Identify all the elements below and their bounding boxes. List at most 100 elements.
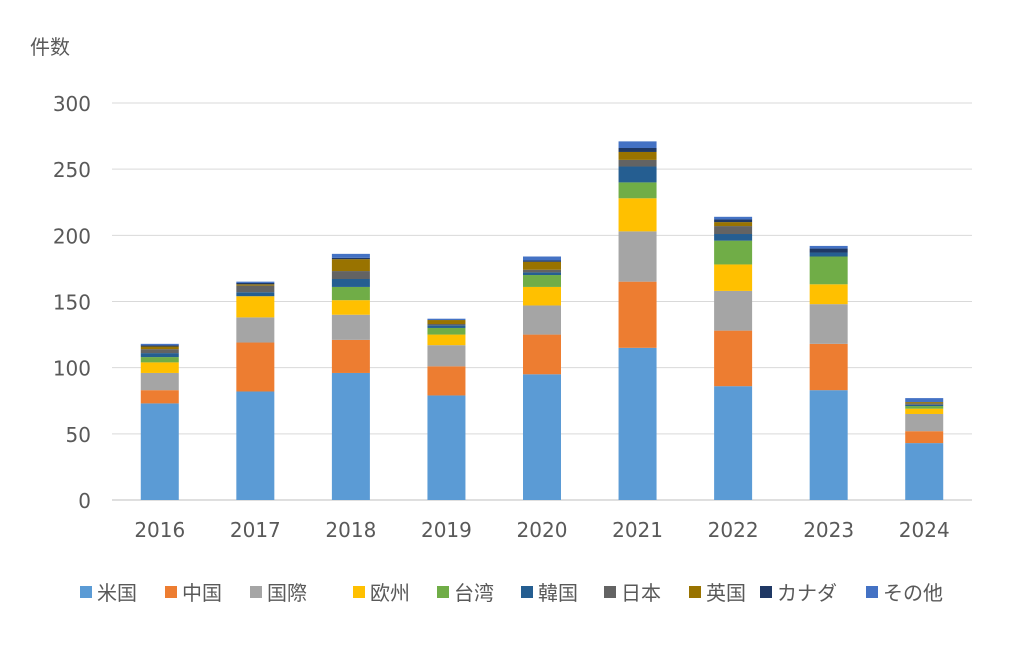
bar-segment bbox=[905, 398, 944, 403]
x-tick-label: 2020 bbox=[517, 518, 568, 542]
bar-segment bbox=[236, 317, 275, 343]
legend-label: その他 bbox=[883, 581, 943, 605]
bar-segment bbox=[140, 372, 179, 391]
y-tick-label: 300 bbox=[53, 92, 91, 116]
legend-swatch bbox=[80, 586, 92, 598]
y-axis-label: 件数 bbox=[30, 35, 70, 59]
bar-segment bbox=[714, 290, 753, 331]
bar-segment bbox=[427, 366, 466, 396]
bar-segment bbox=[809, 245, 848, 249]
bar-segment bbox=[331, 253, 370, 258]
legend-label: 韓国 bbox=[538, 581, 578, 605]
bar-segment bbox=[236, 391, 275, 500]
bar-segment bbox=[140, 403, 179, 500]
bar-segment bbox=[523, 261, 561, 270]
x-tick-label: 2019 bbox=[421, 518, 472, 542]
bar-segment bbox=[140, 353, 179, 358]
legend-label: 米国 bbox=[97, 581, 137, 605]
bar-segment bbox=[331, 259, 370, 272]
bar-segment bbox=[905, 404, 944, 407]
bar-segment bbox=[140, 345, 179, 347]
bar-segment bbox=[714, 226, 753, 235]
bar-segment bbox=[618, 159, 657, 167]
bar-segment bbox=[714, 264, 753, 291]
bar-segment bbox=[618, 281, 657, 348]
bar-segment bbox=[331, 271, 370, 280]
bar-segment bbox=[905, 413, 944, 432]
legend-swatch bbox=[760, 586, 772, 598]
legend-swatch bbox=[165, 586, 177, 598]
bar-segment bbox=[236, 285, 275, 293]
x-tick-label: 2017 bbox=[230, 518, 281, 542]
bar-segment bbox=[809, 256, 848, 285]
bar-segment bbox=[236, 342, 275, 392]
bar-segment bbox=[427, 325, 466, 328]
bar-segment bbox=[905, 403, 944, 405]
bar-segment bbox=[523, 272, 561, 276]
bar-segment bbox=[523, 275, 561, 287]
x-tick-label: 2021 bbox=[612, 518, 663, 542]
bar-segment bbox=[618, 141, 657, 148]
legend-label: 台湾 bbox=[454, 581, 494, 605]
legend-label: 国際 bbox=[267, 581, 307, 605]
bar-segment bbox=[331, 257, 370, 260]
bar-segment bbox=[140, 357, 179, 363]
bar-segment bbox=[427, 318, 466, 321]
x-tick-label: 2024 bbox=[899, 518, 950, 542]
bar-segment bbox=[140, 346, 179, 350]
bar-segment bbox=[427, 320, 466, 324]
bar-segment bbox=[905, 406, 944, 409]
legend-swatch bbox=[521, 586, 533, 598]
legend-swatch bbox=[437, 586, 449, 598]
legend-label: 日本 bbox=[621, 581, 661, 605]
bar-segment bbox=[331, 279, 370, 287]
x-tick-label: 2023 bbox=[803, 518, 854, 542]
legend-label: 中国 bbox=[182, 581, 222, 605]
legend-label: カナダ bbox=[777, 581, 837, 605]
bar-segment bbox=[427, 395, 466, 500]
y-tick-label: 200 bbox=[53, 224, 91, 248]
y-tick-label: 250 bbox=[53, 158, 91, 182]
x-tick-label: 2022 bbox=[708, 518, 759, 542]
bar-segment bbox=[331, 286, 370, 301]
bar-segment bbox=[618, 198, 657, 232]
bar-segment bbox=[236, 284, 275, 286]
bar-segment bbox=[523, 260, 561, 262]
bar-segment bbox=[427, 327, 466, 335]
legend-swatch bbox=[353, 586, 365, 598]
bar-segment bbox=[523, 305, 561, 335]
bar-segment bbox=[714, 222, 753, 227]
bar-segment bbox=[714, 330, 753, 387]
legend-label: 英国 bbox=[706, 581, 746, 605]
bar-segment bbox=[331, 339, 370, 373]
bar-segment bbox=[809, 390, 848, 500]
y-tick-label: 0 bbox=[78, 489, 91, 513]
legend-swatch bbox=[250, 586, 262, 598]
bar-segment bbox=[809, 343, 848, 391]
bar-segment bbox=[905, 443, 944, 500]
legend-swatch bbox=[866, 586, 878, 598]
bar-segment bbox=[714, 240, 753, 265]
legend-label: 欧州 bbox=[370, 581, 410, 605]
bar-segment bbox=[809, 248, 848, 253]
bar-segment bbox=[809, 284, 848, 305]
bar-segment bbox=[618, 182, 657, 199]
bar-segment bbox=[140, 349, 179, 354]
bar-segment bbox=[714, 234, 753, 241]
y-tick-label: 150 bbox=[53, 291, 91, 315]
bar-segment bbox=[236, 281, 275, 283]
bar-segment bbox=[331, 372, 370, 500]
bar-segment bbox=[427, 323, 466, 326]
bar-segment bbox=[427, 345, 466, 367]
bar-segment bbox=[523, 334, 561, 375]
legend-swatch bbox=[689, 586, 701, 598]
bar-segment bbox=[714, 219, 753, 223]
x-tick-label: 2018 bbox=[325, 518, 376, 542]
bar-segment bbox=[140, 362, 179, 373]
bar-segment bbox=[331, 300, 370, 315]
bar-segment bbox=[523, 256, 561, 261]
bar-segment bbox=[809, 252, 848, 257]
bar-segment bbox=[618, 231, 657, 282]
